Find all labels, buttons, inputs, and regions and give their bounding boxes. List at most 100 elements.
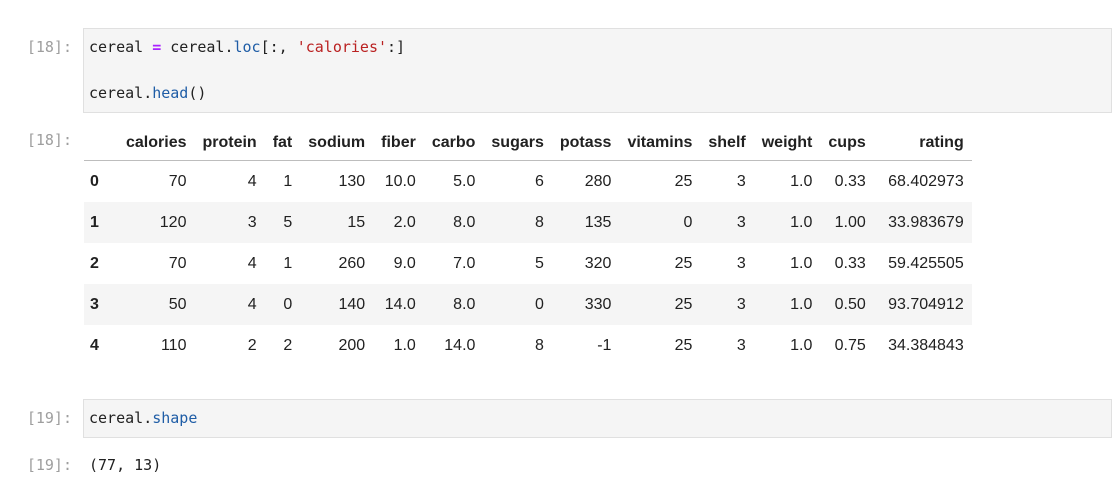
table-cell: 15: [347, 213, 366, 231]
table-row: 0 70 4 1 130 10.0 5.0 6 280 25 3 1.0 0.3…: [84, 160, 972, 202]
code-line-loc: cereal = cereal.loc[:, 'calories':]: [89, 38, 406, 56]
column-header: fat: [264, 126, 301, 161]
code-slice-open: [:,: [260, 38, 297, 56]
table-cell: 68.402973: [888, 172, 964, 190]
table-cell: 5: [283, 213, 293, 231]
table-cell: 34.384843: [888, 336, 964, 354]
row-index: 2: [90, 254, 99, 272]
table-cell: 7.0: [453, 254, 476, 272]
table-cell: 120: [159, 213, 187, 231]
input-prompt-18: [18]:: [26, 38, 72, 56]
table-cell: 130: [338, 172, 366, 190]
code-var: cereal: [89, 38, 144, 56]
table-cell: 2.0: [393, 213, 416, 231]
table-cell: 1.0: [790, 213, 813, 231]
code-slice-close: :]: [387, 38, 406, 56]
code-line-head: cereal.head(): [89, 84, 207, 102]
table-cell: 3: [736, 295, 746, 313]
table-cell: 3: [736, 172, 746, 190]
output-prompt-19: [19]:: [26, 456, 72, 474]
table-cell: 33.983679: [888, 213, 964, 231]
output-prompt-18: [18]:: [26, 131, 72, 149]
table-cell: 1.0: [790, 336, 813, 354]
dataframe-header: calories protein fat sodium fiber carbo …: [84, 126, 972, 161]
column-header: [84, 126, 118, 161]
table-cell: 3: [736, 254, 746, 272]
table-cell: 260: [338, 254, 366, 272]
shape-output: (77, 13): [89, 456, 162, 474]
table-cell: 70: [168, 254, 187, 272]
table-cell: 5.0: [453, 172, 476, 190]
table-cell: 25: [674, 172, 693, 190]
table-cell: 25: [674, 336, 693, 354]
table-cell: 8: [534, 336, 544, 354]
table-cell: 0: [283, 295, 293, 313]
column-header: shelf: [700, 126, 754, 161]
header-row: calories protein fat sodium fiber carbo …: [84, 126, 972, 161]
table-cell: 14.0: [444, 336, 476, 354]
code-cell-18[interactable]: cereal = cereal.loc[:, 'calories':] cere…: [83, 28, 1112, 113]
code-method-head: head: [152, 84, 189, 102]
table-cell: 0.33: [834, 172, 866, 190]
column-header: sugars: [483, 126, 552, 161]
table-cell: 1: [283, 254, 293, 272]
row-index: 4: [90, 336, 99, 354]
code-object: cereal: [89, 84, 144, 102]
row-index: 0: [90, 172, 99, 190]
column-header: vitamins: [619, 126, 701, 161]
table-cell: 135: [584, 213, 612, 231]
table-cell: 5: [534, 254, 544, 272]
row-index: 3: [90, 295, 99, 313]
table-cell: 4: [247, 254, 257, 272]
table-cell: 1.0: [790, 295, 813, 313]
table-cell: 0: [683, 213, 693, 231]
code-attribute-shape: shape: [152, 409, 198, 427]
dataframe-body: 0 70 4 1 130 10.0 5.0 6 280 25 3 1.0 0.3…: [84, 160, 972, 366]
column-header: sodium: [300, 126, 374, 161]
table-cell: 0.50: [834, 295, 866, 313]
table-cell: 4: [247, 295, 257, 313]
table-cell: 8: [534, 213, 544, 231]
table-cell: 3: [247, 213, 257, 231]
table-cell: 0.33: [834, 254, 866, 272]
table-cell: 25: [674, 295, 693, 313]
table-cell: 93.704912: [888, 295, 964, 313]
code-assign-operator: =: [152, 38, 162, 56]
table-cell: 1.00: [834, 213, 866, 231]
code-object: cereal: [170, 38, 225, 56]
table-cell: 0: [534, 295, 544, 313]
table-cell: 3: [736, 213, 746, 231]
table-cell: 9.0: [393, 254, 416, 272]
table-cell: 2: [247, 336, 257, 354]
table-cell: 50: [168, 295, 187, 313]
column-header: fiber: [373, 126, 424, 161]
table-cell: 1: [283, 172, 293, 190]
table-cell: 110: [160, 336, 187, 354]
table-cell: 0.75: [834, 336, 866, 354]
table-cell: 6: [534, 172, 544, 190]
column-header: carbo: [423, 126, 484, 161]
table-cell: 4: [247, 172, 257, 190]
table-cell: 280: [584, 172, 612, 190]
code-parens: (): [188, 84, 207, 102]
table-cell: 1.0: [790, 254, 813, 272]
table-row: 3 50 4 0 140 14.0 8.0 0 330 25 3 1.0 0.5…: [84, 284, 972, 325]
table-row: 1 120 3 5 15 2.0 8.0 8 135 0 3 1.0 1.00 …: [84, 202, 972, 243]
table-row: 2 70 4 1 260 9.0 7.0 5 320 25 3 1.0 0.33…: [84, 243, 972, 284]
column-header: rating: [873, 126, 972, 161]
table-cell: 1.0: [790, 172, 813, 190]
table-cell: 70: [168, 172, 187, 190]
code-string-calories: 'calories': [296, 38, 388, 56]
table-cell: -1: [597, 336, 612, 354]
column-header: calories: [118, 126, 195, 161]
table-row: 4 110 2 2 200 1.0 14.0 8 -1 25 3 1.0 0.7…: [84, 325, 972, 366]
dataframe-table: calories protein fat sodium fiber carbo …: [84, 126, 972, 366]
table-cell: 14.0: [384, 295, 416, 313]
table-cell: 8.0: [453, 295, 476, 313]
code-object: cereal: [89, 409, 144, 427]
table-cell: 59.425505: [888, 254, 964, 272]
table-cell: 3: [736, 336, 746, 354]
table-cell: 8.0: [453, 213, 476, 231]
code-line-shape: cereal.shape: [89, 409, 198, 427]
code-cell-19[interactable]: cereal.shape: [83, 399, 1112, 438]
